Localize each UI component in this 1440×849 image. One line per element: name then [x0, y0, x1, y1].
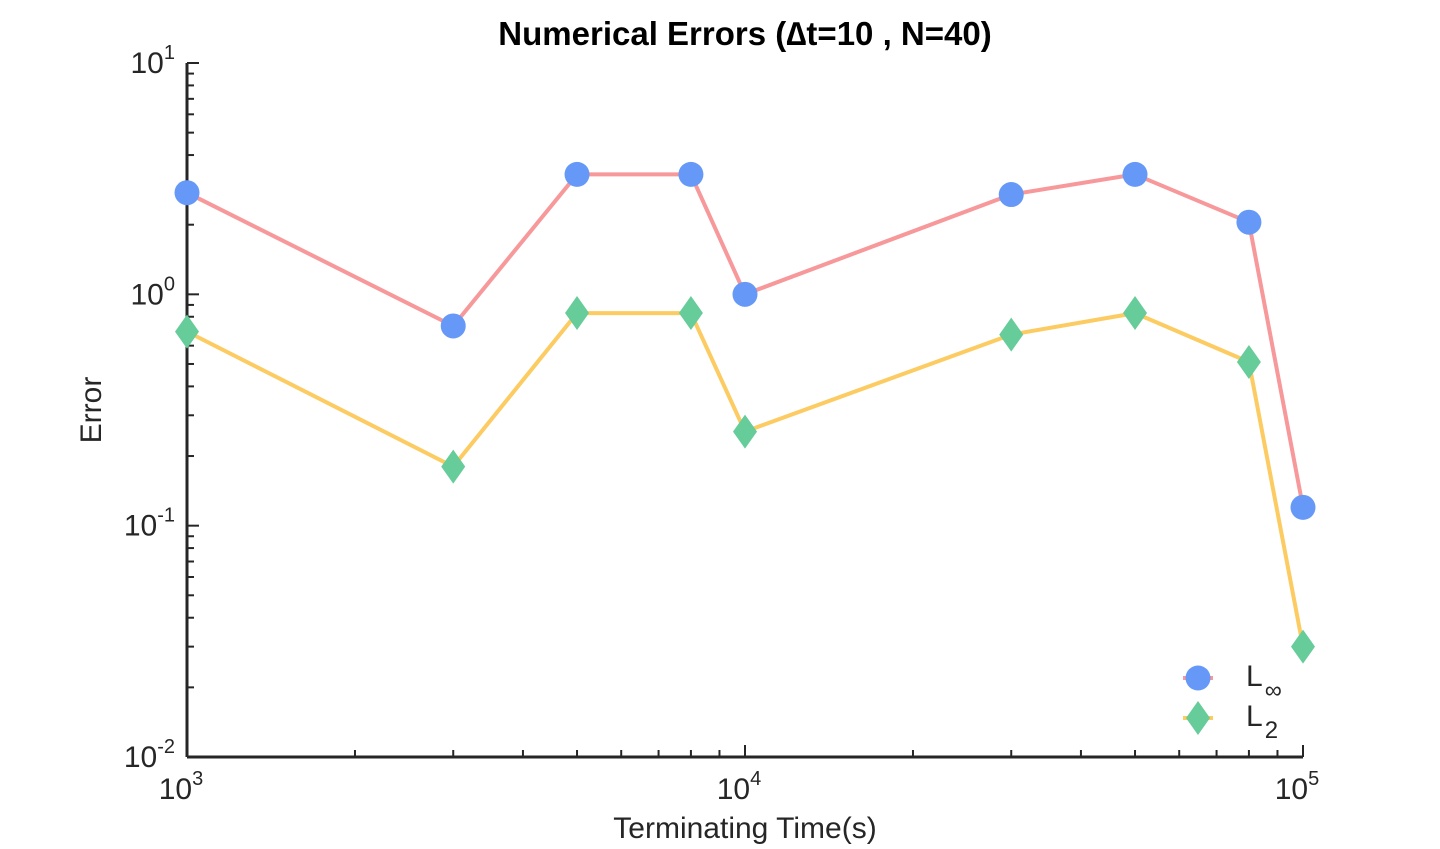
y-tick-exponent: 1 [164, 42, 175, 64]
x-tick-exponent: 4 [750, 768, 761, 790]
data-point [1122, 161, 1148, 187]
data-point [564, 161, 590, 187]
x-tick-exponent: 5 [1308, 768, 1319, 790]
plot-area [174, 161, 1316, 664]
data-point [998, 182, 1024, 208]
data-point [1290, 494, 1316, 520]
data-point [678, 161, 704, 187]
y-axis-label: Error [75, 377, 108, 444]
legend-label-subscript: ∞ [1265, 677, 1282, 704]
data-point [999, 317, 1024, 352]
legend-label-subscript: 2 [1265, 717, 1278, 744]
y-tick-exponent: -2 [157, 736, 175, 758]
data-point [732, 281, 758, 307]
series-line [186, 172, 1305, 508]
x-tick-label: 103 [159, 768, 204, 806]
x-tick-label: 105 [1275, 768, 1320, 806]
x-tick-base: 10 [717, 773, 750, 806]
chart-title: Numerical Errors (∆t=10 , N=40) [498, 15, 991, 52]
data-point [1291, 629, 1315, 664]
series-line [186, 311, 1305, 647]
x-axis-label: Terminating Time(s) [613, 812, 876, 845]
data-point [1236, 344, 1261, 379]
data-point [175, 314, 199, 349]
legend-label: L∞ [1246, 660, 1282, 704]
data-point [441, 449, 466, 484]
legend-label-main: L [1246, 700, 1263, 733]
x-tick-exponent: 3 [192, 768, 203, 790]
legend-label: L2 [1246, 700, 1278, 744]
y-tick-base: 10 [131, 278, 164, 311]
x-tick-label: 104 [717, 768, 762, 806]
x-tick-base: 10 [159, 773, 192, 806]
legend-item-2: L2 [1183, 700, 1278, 744]
y-tick-label: 100 [131, 273, 176, 311]
data-point [440, 313, 466, 339]
y-tick-exponent: -1 [157, 505, 175, 527]
legend: L∞L2 [1183, 660, 1282, 744]
x-tick-base: 10 [1275, 773, 1308, 806]
y-tick-base: 10 [131, 47, 164, 80]
y-tick-label: 10-2 [124, 736, 175, 774]
series-1 [174, 161, 1316, 520]
series-2 [175, 296, 1315, 664]
data-point [565, 296, 590, 331]
legend-label-main: L [1246, 660, 1263, 693]
y-tick-label: 101 [131, 42, 176, 80]
legend-item-1: L∞ [1183, 660, 1282, 704]
data-point [733, 414, 757, 449]
y-tick-base: 10 [124, 510, 157, 543]
data-point [1123, 296, 1148, 331]
data-point [174, 180, 200, 206]
legend-marker [1185, 665, 1211, 691]
y-tick-exponent: 0 [164, 273, 175, 295]
data-point [678, 296, 703, 331]
y-tick-base: 10 [124, 741, 157, 774]
y-tick-label: 10-1 [124, 505, 175, 543]
legend-marker [1186, 701, 1210, 735]
data-point [1236, 209, 1262, 235]
